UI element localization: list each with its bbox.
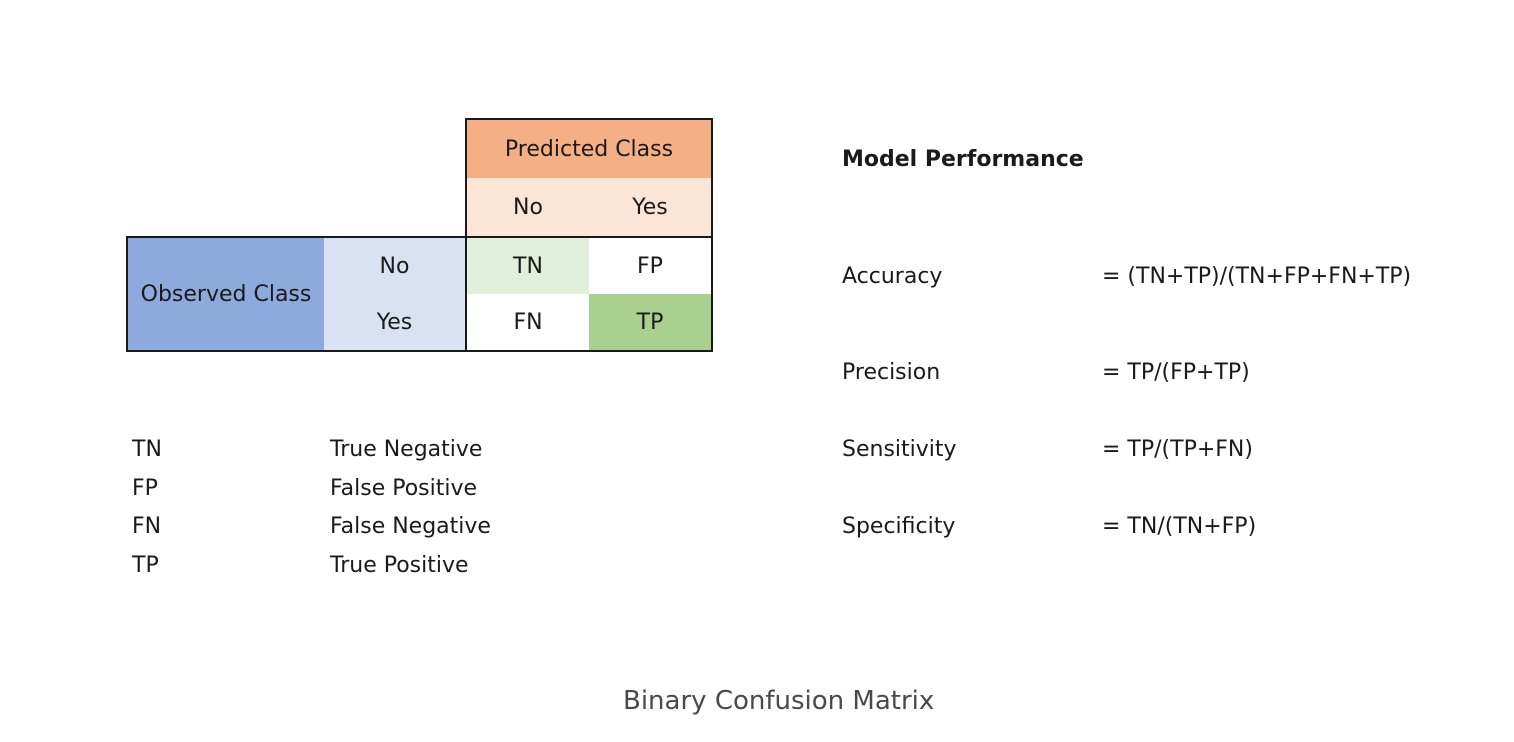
observed-no-label: No <box>324 236 465 294</box>
predicted-yes-label: Yes <box>589 178 713 236</box>
legend-meaning: True Negative <box>330 437 483 462</box>
metric-formula: = TP/(TP+FN) <box>1102 437 1253 462</box>
figure-caption: Binary Confusion Matrix <box>623 686 935 716</box>
observed-yes-label: Yes <box>324 294 465 352</box>
metric-name: Accuracy <box>842 264 943 289</box>
cell-fn: FN <box>465 294 589 352</box>
cell-tn: TN <box>465 236 589 294</box>
metric-formula: = (TN+TP)/(TN+FP+FN+TP) <box>1102 264 1412 289</box>
metric-name: Sensitivity <box>842 437 957 462</box>
metric-formula: = TP/(FP+TP) <box>1102 360 1250 385</box>
cell-tp: TP <box>589 294 713 352</box>
predicted-class-header: Predicted Class <box>465 118 713 178</box>
legend-meaning: False Negative <box>330 514 491 539</box>
legend-abbr: TN <box>132 437 162 462</box>
legend-abbr: TP <box>132 553 159 578</box>
performance-title: Model Performance <box>842 147 1084 172</box>
predicted-no-label: No <box>465 178 589 236</box>
legend-abbr: FP <box>132 476 158 501</box>
metric-formula: = TN/(TN+FP) <box>1102 514 1257 539</box>
metric-name: Precision <box>842 360 941 385</box>
legend-abbr: FN <box>132 514 162 539</box>
observed-class-header: Observed Class <box>126 236 324 352</box>
cell-fp: FP <box>589 236 713 294</box>
legend-meaning: True Positive <box>330 553 469 578</box>
metric-name: Specificity <box>842 514 956 539</box>
legend-meaning: False Positive <box>330 476 478 501</box>
